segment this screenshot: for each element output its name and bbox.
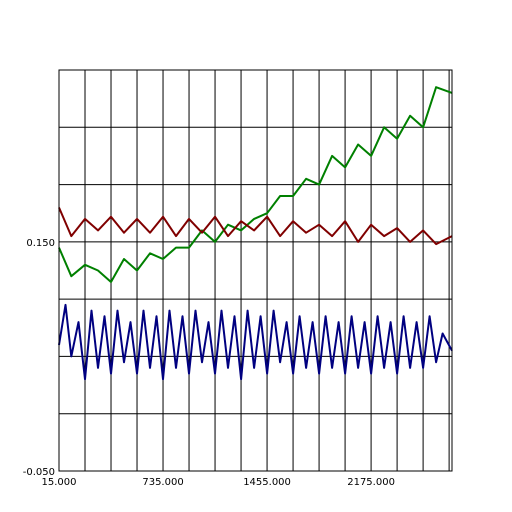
y-tick-labels: -0.050 0.150	[23, 238, 55, 478]
grid	[58, 69, 452, 472]
series-line-2	[58, 303, 453, 381]
y-tick-label-1: 0.150	[26, 238, 55, 249]
plot-frame	[58, 69, 453, 472]
x-tick-label-3: 2175.000	[347, 477, 395, 488]
series-group	[58, 86, 453, 381]
x-tick-label-0: 15.000	[42, 477, 77, 488]
series-line-1	[58, 207, 453, 246]
x-tick-labels: 15.000 735.000 1455.000 2175.000	[42, 477, 395, 488]
y-tick-label-0: -0.050	[23, 467, 55, 478]
x-tick-label-2: 1455.000	[243, 477, 291, 488]
x-tick-label-1: 735.000	[142, 477, 183, 488]
series-line-0	[58, 86, 453, 283]
